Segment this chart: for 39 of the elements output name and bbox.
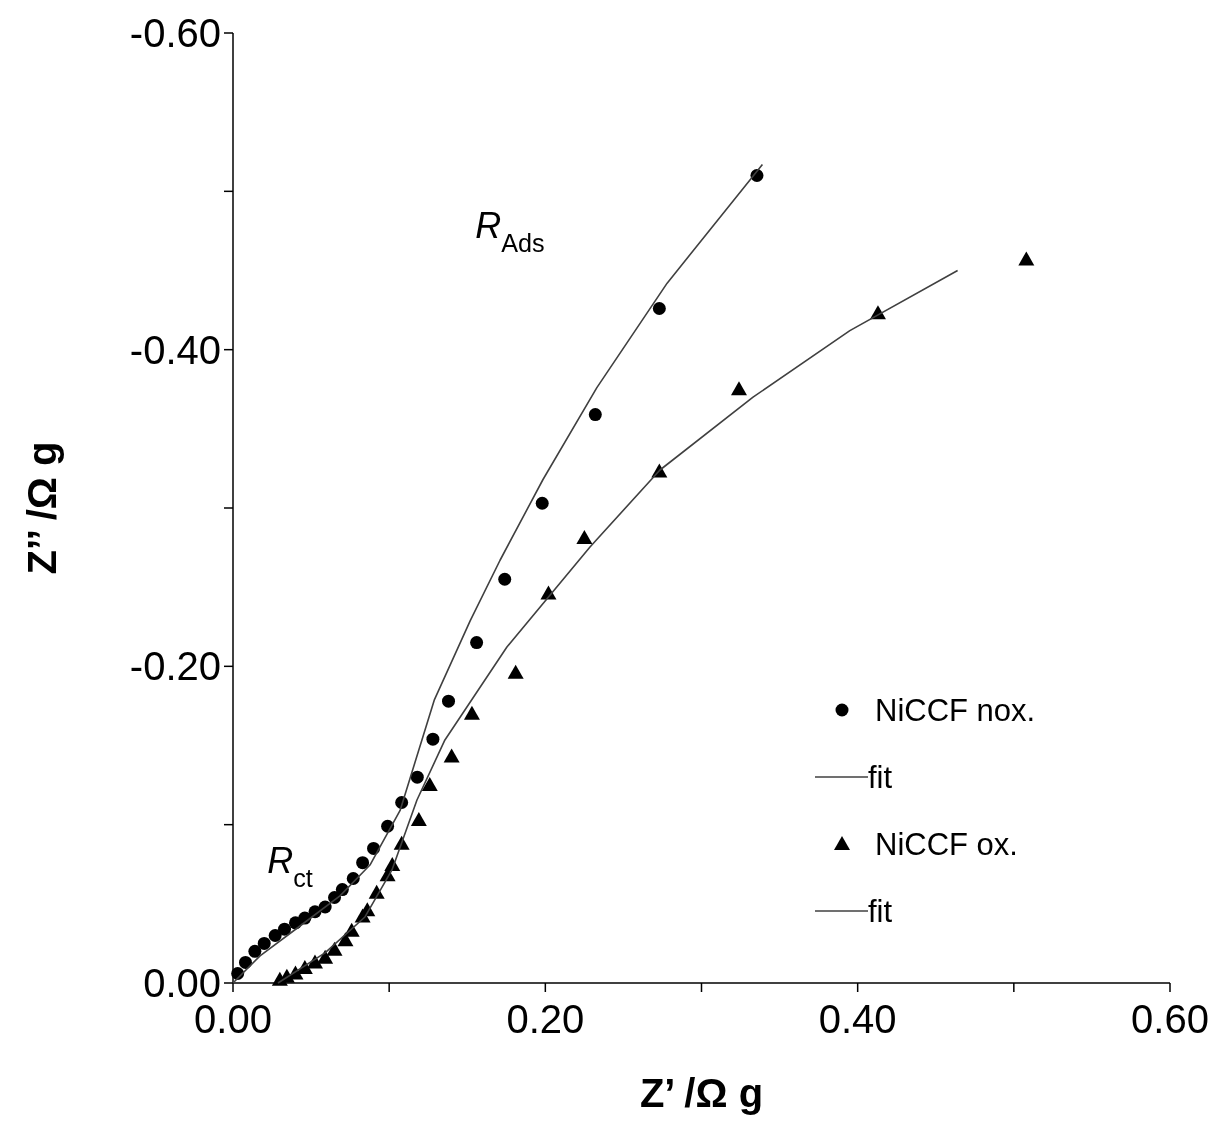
point <box>498 572 512 586</box>
point <box>426 732 440 746</box>
x-axis-title: Z’ /Ω g <box>639 1071 764 1115</box>
annotation: R$_{Ads}$ <box>475 205 545 257</box>
legend-label: fit <box>868 894 893 929</box>
point <box>442 694 456 708</box>
point <box>248 944 262 958</box>
point <box>443 748 460 763</box>
point <box>463 705 480 720</box>
point <box>421 777 438 792</box>
y-tick-label: -0.40 <box>129 327 221 372</box>
y-axis-title: Z’’ /Ω g <box>20 441 64 575</box>
point <box>535 496 549 510</box>
x-tick-label: 0.20 <box>506 997 585 1041</box>
legend-label: NiCCF nox. <box>875 693 1036 728</box>
legend-label: fit <box>868 760 893 795</box>
y-tick-label: -0.20 <box>129 644 221 689</box>
point <box>356 856 370 870</box>
point <box>730 381 747 396</box>
point <box>268 929 282 942</box>
point <box>470 636 484 650</box>
x-tick-label: 0.40 <box>818 997 897 1041</box>
annotation: R$_{ct}$ <box>267 840 313 892</box>
point <box>317 949 334 964</box>
y-tick-label: -0.60 <box>129 11 221 55</box>
line-series <box>232 163 764 984</box>
point <box>652 302 666 315</box>
point <box>576 530 593 545</box>
point <box>410 811 427 826</box>
point <box>410 770 424 784</box>
point <box>278 922 292 936</box>
legend-label: NiCCF ox. <box>875 827 1018 862</box>
point <box>588 408 602 422</box>
point <box>507 664 524 679</box>
point <box>238 955 252 969</box>
x-tick-label: 0.60 <box>1131 997 1209 1041</box>
point <box>257 936 271 950</box>
point <box>1018 251 1035 266</box>
point <box>326 941 343 956</box>
